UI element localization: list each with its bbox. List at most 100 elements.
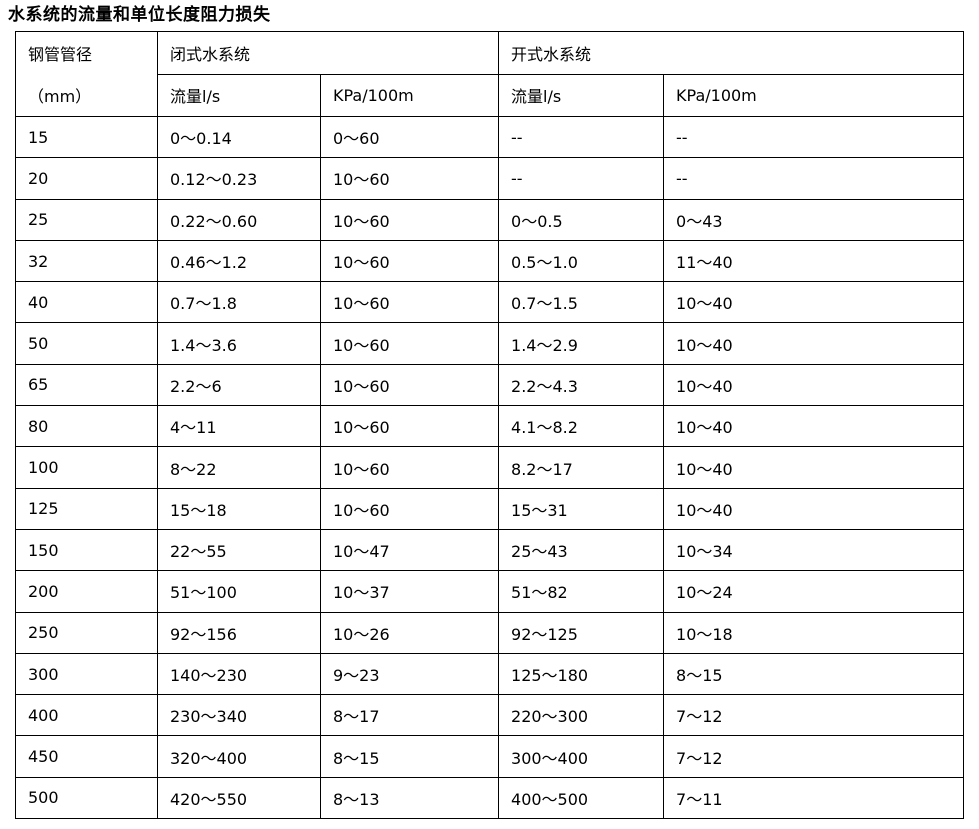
cell-diameter: 20	[15, 157, 158, 200]
cell-open-kpa: 10～40	[663, 363, 965, 407]
cell-closed-flow: 0～0.14	[157, 115, 321, 159]
table-body: 15 0～0.14 0～60 -- -- 20 0.12～0.23 10～60 -- -- 25 0.…	[15, 115, 965, 820]
cell-open-flow: 400～500	[498, 776, 665, 820]
cell-closed-flow: 420～550	[157, 776, 321, 820]
cell-closed-flow: 0.46～1.2	[157, 239, 321, 283]
cell-diameter: 80	[15, 405, 158, 448]
header-open-flow: 流量l/s	[498, 73, 665, 117]
cell-closed-kpa: 10～60	[319, 405, 500, 448]
cell-diameter: 150	[15, 528, 158, 572]
cell-open-flow: 125～180	[498, 652, 665, 696]
cell-closed-kpa: 10～37	[319, 570, 500, 613]
cell-closed-kpa: 8～15	[319, 735, 500, 778]
cell-open-kpa: 0～43	[663, 198, 965, 241]
cell-open-kpa: 11～40	[663, 239, 965, 283]
cell-open-flow: 8.2～17	[498, 446, 665, 489]
cell-diameter: 500	[15, 776, 158, 820]
cell-closed-kpa: 0～60	[319, 115, 500, 159]
table-row: 450 320～400 8～15 300～400 7～12	[15, 735, 965, 778]
cell-closed-flow: 0.12～0.23	[157, 157, 321, 200]
table-row: 32 0.46～1.2 10～60 0.5～1.0 11～40	[15, 239, 965, 283]
table-row: 125 15～18 10～60 15～31 10～40	[15, 487, 965, 530]
header-row-groups: 钢管管径 （mm） 闭式水系统 开式水系统	[15, 31, 965, 117]
table-row: 150 22～55 10～47 25～43 10～34	[15, 528, 965, 572]
cell-closed-kpa: 10～60	[319, 487, 500, 530]
table-row: 25 0.22～0.60 10～60 0～0.5 0～43	[15, 198, 965, 241]
cell-closed-flow: 230～340	[157, 694, 321, 737]
cell-open-flow: --	[498, 157, 665, 200]
cell-closed-flow: 8～22	[157, 446, 321, 489]
cell-open-kpa: 8～15	[663, 652, 965, 696]
cell-closed-kpa: 10～60	[319, 446, 500, 489]
cell-closed-flow: 15～18	[157, 487, 321, 530]
cell-closed-flow: 1.4～3.6	[157, 322, 321, 365]
table-row: 20 0.12～0.23 10～60 -- --	[15, 157, 965, 200]
cell-diameter: 65	[15, 363, 158, 407]
table-row: 40 0.7～1.8 10～60 0.7～1.5 10～40	[15, 281, 965, 324]
table-row: 250 92～156 10～26 92～125 10～18	[15, 611, 965, 654]
cell-open-flow: --	[498, 115, 665, 159]
header-open-system: 开式水系统	[498, 31, 965, 75]
cell-open-flow: 2.2～4.3	[498, 363, 665, 407]
cell-closed-kpa: 8～17	[319, 694, 500, 737]
header-pipe-diameter: 钢管管径 （mm）	[15, 31, 158, 117]
cell-closed-kpa: 10～60	[319, 322, 500, 365]
table-row: 80 4～11 10～60 4.1～8.2 10～40	[15, 405, 965, 448]
header-closed-system: 闭式水系统	[156, 31, 500, 75]
cell-open-flow: 220～300	[498, 694, 665, 737]
table-row: 50 1.4～3.6 10～60 1.4～2.9 10～40	[15, 322, 965, 365]
header-pipe-diameter-unit: （mm）	[28, 87, 92, 106]
cell-open-kpa: 10～18	[663, 611, 965, 654]
cell-open-kpa: 10～40	[663, 322, 965, 365]
header-open-kpa: KPa/100m	[663, 73, 965, 117]
cell-open-flow: 0.7～1.5	[498, 281, 665, 324]
cell-closed-flow: 22～55	[157, 528, 321, 572]
cell-closed-kpa: 8～13	[319, 776, 500, 820]
cell-closed-flow: 0.7～1.8	[157, 281, 321, 324]
cell-open-kpa: 7～12	[663, 735, 965, 778]
cell-open-flow: 300～400	[498, 735, 665, 778]
cell-diameter: 100	[15, 446, 158, 489]
cell-closed-kpa: 9～23	[319, 652, 500, 696]
cell-closed-flow: 2.2～6	[157, 363, 321, 407]
cell-diameter: 40	[15, 281, 158, 324]
cell-diameter: 200	[15, 570, 158, 613]
cell-open-kpa: 10～24	[663, 570, 965, 613]
header-row-subcolumns: 流量l/s KPa/100m 流量l/s KPa/100m	[16, 73, 965, 117]
cell-diameter: 300	[15, 652, 158, 696]
header-closed-flow: 流量l/s	[157, 73, 321, 117]
cell-closed-kpa: 10～60	[319, 239, 500, 283]
cell-closed-flow: 320～400	[157, 735, 321, 778]
cell-open-kpa: --	[663, 157, 965, 200]
cell-closed-flow: 4～11	[157, 405, 321, 448]
cell-closed-flow: 92～156	[157, 611, 321, 654]
cell-open-kpa: 10～40	[663, 281, 965, 324]
cell-diameter: 400	[15, 694, 158, 737]
cell-open-flow: 92～125	[498, 611, 665, 654]
cell-open-kpa: 10～34	[663, 528, 965, 572]
cell-open-flow: 0～0.5	[498, 198, 665, 241]
table-row: 100 8～22 10～60 8.2～17 10～40	[15, 446, 965, 489]
cell-closed-kpa: 10～60	[319, 281, 500, 324]
cell-closed-flow: 140～230	[157, 652, 321, 696]
cell-diameter: 15	[15, 115, 158, 159]
table-row: 300 140～230 9～23 125～180 8～15	[15, 652, 965, 696]
header-pipe-diameter-label: 钢管管径	[28, 45, 93, 64]
cell-open-flow: 25～43	[498, 528, 665, 572]
table-row: 65 2.2～6 10～60 2.2～4.3 10～40	[15, 363, 965, 407]
cell-diameter: 250	[15, 611, 158, 654]
cell-open-kpa: 10～40	[663, 487, 965, 530]
cell-diameter: 25	[15, 198, 158, 241]
cell-diameter: 125	[15, 487, 158, 530]
cell-closed-kpa: 10～60	[319, 198, 500, 241]
cell-closed-kpa: 10～47	[319, 528, 500, 572]
cell-diameter: 32	[15, 239, 158, 283]
table-row: 500 420～550 8～13 400～500 7～11	[15, 776, 965, 820]
cell-open-kpa: --	[663, 115, 965, 159]
cell-open-flow: 0.5～1.0	[498, 239, 665, 283]
cell-open-kpa: 10～40	[663, 405, 965, 448]
page-title: 水系统的流量和单位长度阻力损失	[8, 5, 271, 25]
cell-closed-flow: 51～100	[157, 570, 321, 613]
cell-open-flow: 4.1～8.2	[498, 405, 665, 448]
